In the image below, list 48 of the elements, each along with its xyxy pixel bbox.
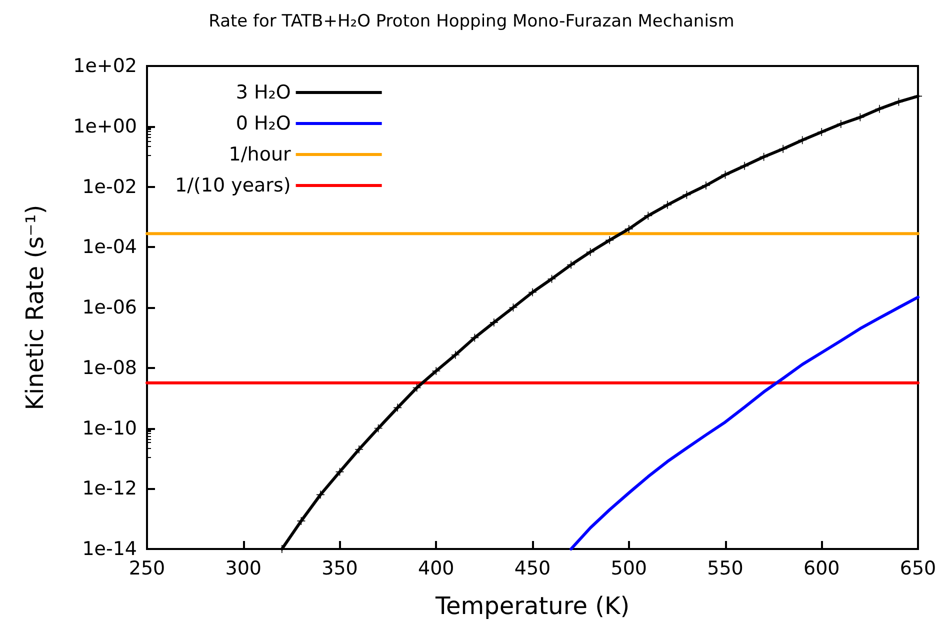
point bbox=[490, 318, 498, 326]
x-tick-label: 400 bbox=[418, 558, 454, 580]
point bbox=[663, 200, 672, 209]
x-tick-label: 550 bbox=[707, 558, 744, 580]
point bbox=[836, 120, 845, 128]
y-tick-label: 1e+02 bbox=[73, 55, 137, 77]
x-tick-label: 250 bbox=[128, 558, 166, 580]
point bbox=[586, 248, 594, 256]
x-axis-title: Temperature (K) bbox=[434, 592, 630, 620]
x-tick-label: 450 bbox=[514, 558, 551, 580]
y-axis-title: Kinetic Rate (s⁻¹) bbox=[21, 204, 49, 410]
y-tick-label: 1e-08 bbox=[82, 356, 137, 379]
line-series bbox=[570, 296, 920, 550]
y-tick-label: 1e-10 bbox=[82, 417, 137, 440]
x-tick-label: 350 bbox=[322, 558, 358, 580]
y-tick-label: 1e-06 bbox=[82, 296, 137, 318]
point bbox=[297, 516, 306, 525]
point bbox=[509, 304, 518, 312]
point bbox=[451, 350, 460, 359]
point bbox=[875, 104, 884, 113]
y-tick-label: 1e-02 bbox=[82, 176, 137, 198]
point bbox=[432, 366, 440, 375]
point bbox=[798, 136, 806, 144]
x-tick-label: 600 bbox=[803, 558, 840, 580]
y-tick-label: 1e-12 bbox=[82, 478, 137, 500]
point bbox=[528, 288, 536, 296]
point bbox=[412, 384, 421, 392]
point bbox=[702, 182, 710, 190]
point bbox=[355, 445, 364, 454]
point bbox=[740, 162, 749, 170]
legend-label: 1/hour bbox=[228, 144, 291, 166]
point bbox=[567, 260, 576, 269]
x-tick-label: 500 bbox=[610, 558, 648, 580]
point bbox=[818, 128, 826, 136]
point bbox=[779, 144, 788, 153]
y-tick-label: 1e+00 bbox=[73, 115, 137, 138]
x-tick-label: 300 bbox=[225, 558, 262, 580]
chart-title: Rate for TATB+H₂O Proton Hopping Mono-Furazan Mechanism bbox=[208, 12, 734, 32]
point bbox=[394, 404, 402, 412]
legend-label: 0 H₂O bbox=[236, 112, 291, 134]
legend-label: 3 H₂O bbox=[236, 82, 291, 104]
point bbox=[624, 224, 633, 233]
legend-label: 1/(10 years) bbox=[174, 174, 291, 196]
y-tick-label: 1e-14 bbox=[82, 538, 137, 560]
point bbox=[606, 236, 614, 244]
y-tick-label: 1e-04 bbox=[82, 236, 137, 258]
x-tick-label: 650 bbox=[900, 558, 936, 580]
point bbox=[316, 490, 324, 499]
